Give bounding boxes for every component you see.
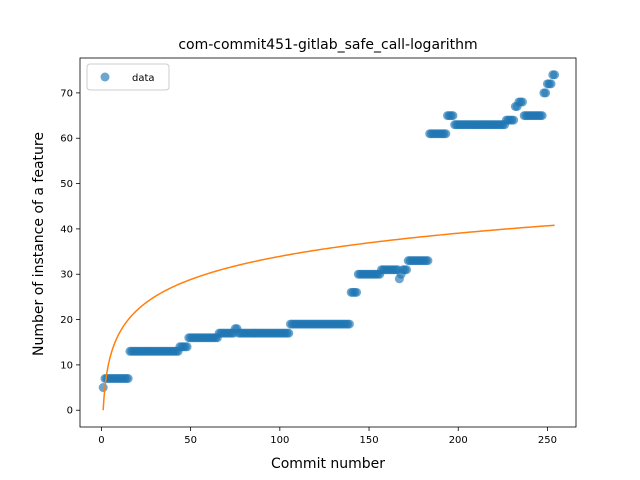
y-tick-label: 0 bbox=[67, 406, 73, 417]
x-tick-label: 150 bbox=[359, 435, 378, 446]
x-axis-label: Commit number bbox=[271, 456, 385, 472]
data-point bbox=[441, 129, 451, 139]
data-point bbox=[517, 97, 527, 107]
legend-box bbox=[86, 63, 170, 91]
data-point bbox=[344, 319, 354, 329]
y-tick-label: 30 bbox=[60, 270, 73, 281]
chart-title: com-commit451-gitlab_safe_call-logarithm bbox=[178, 37, 477, 53]
x-tick-label: 250 bbox=[538, 435, 557, 446]
data-point bbox=[448, 111, 458, 121]
data-point bbox=[182, 342, 192, 352]
data-point bbox=[537, 111, 547, 121]
legend: data bbox=[86, 63, 170, 91]
legend-label-data: data bbox=[132, 73, 155, 84]
x-tick-label: 0 bbox=[98, 435, 104, 446]
data-point bbox=[550, 70, 560, 80]
data-point bbox=[423, 256, 433, 266]
x-tick-label: 100 bbox=[270, 435, 289, 446]
data-point bbox=[541, 88, 551, 98]
y-tick-label: 70 bbox=[60, 88, 73, 99]
x-tick-label: 50 bbox=[184, 435, 197, 446]
data-point bbox=[546, 79, 556, 89]
plot-area bbox=[98, 70, 560, 411]
fit-line bbox=[102, 224, 555, 411]
data-point bbox=[402, 265, 411, 275]
y-tick-label: 60 bbox=[60, 134, 73, 145]
data-point bbox=[123, 374, 133, 383]
axes: 0 50 100 150 200 250 0 10 20 30 40 50 60 70 bbox=[60, 57, 577, 446]
data-point bbox=[284, 328, 294, 338]
data-point bbox=[509, 115, 519, 125]
legend-marker-data bbox=[100, 72, 110, 82]
y-axis-label: Number of instance of a feature bbox=[31, 132, 47, 356]
axes-frame bbox=[79, 57, 577, 428]
y-tick-label: 20 bbox=[60, 315, 73, 326]
x-tick-label: 200 bbox=[449, 435, 468, 446]
data-point bbox=[98, 383, 108, 393]
y-tick-label: 50 bbox=[60, 179, 73, 190]
data-point bbox=[352, 287, 362, 297]
y-tick-label: 10 bbox=[60, 360, 73, 371]
y-tick-label: 40 bbox=[60, 224, 73, 235]
